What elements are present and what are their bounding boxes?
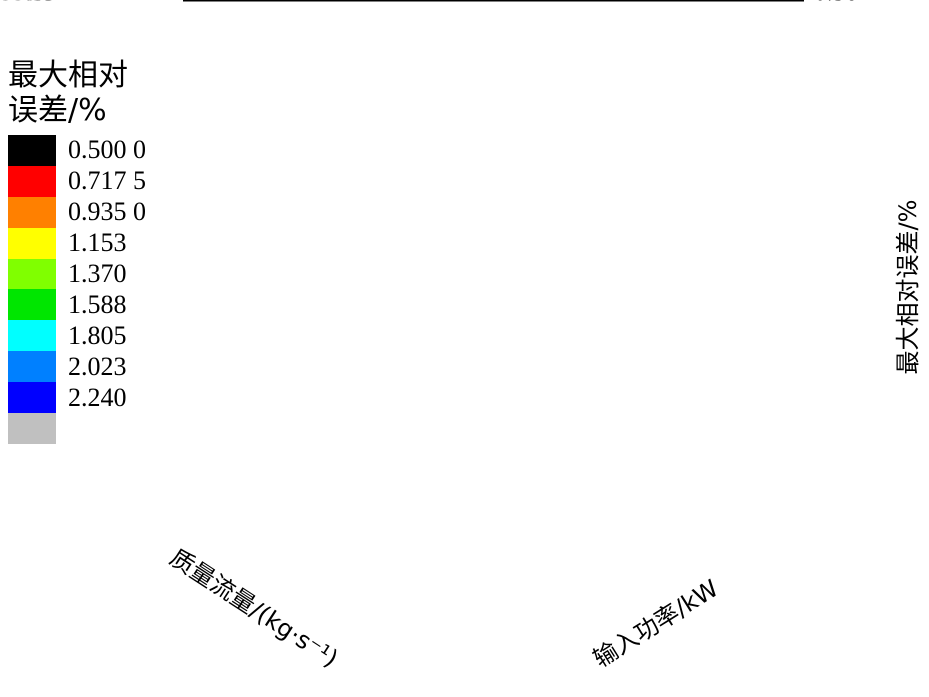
legend-item: 1.588 [8, 289, 158, 321]
legend-item: 1.370 [8, 258, 158, 290]
legend-swatch [8, 413, 56, 444]
legend-title: 最大相对 误差/% [8, 58, 148, 128]
legend-swatch [8, 289, 56, 321]
legend-label: 0.500 0 [68, 135, 146, 165]
legend-title-line2: 误差/% [8, 93, 107, 128]
legend-item: 0.717 5 [8, 165, 158, 197]
legend-item: 1.805 [8, 320, 158, 352]
y-tick-label: 73.39 [0, 0, 56, 6]
legend-swatch [8, 135, 56, 166]
legend-swatch [8, 351, 56, 383]
legend-swatch [8, 196, 56, 228]
y-tick-label: 37.68 [0, 0, 56, 6]
axis-label-z: 最大相对误差/% [894, 200, 922, 375]
legend-label: 0.717 5 [68, 166, 146, 196]
legend-item: 0.935 0 [8, 196, 158, 228]
x-tick-label: 0.24 [240, 0, 284, 6]
legend-title-line1: 最大相对 [8, 58, 128, 93]
legend-label: 1.370 [68, 259, 127, 288]
legend-swatch [8, 258, 56, 290]
z-tick-label: 1.84 [814, 0, 858, 6]
legend-item [8, 413, 158, 444]
legend-item: 0.500 0 [8, 135, 158, 166]
z-tick-label: 0.00 [814, 0, 858, 6]
z-tick-label: 0.46 [814, 0, 858, 6]
legend-swatch [8, 165, 56, 197]
legend-swatch [8, 320, 56, 352]
legend-item: 2.240 [8, 382, 158, 414]
legend: 0.500 0 0.717 5 0.935 0 1.153 1.370 1.588 1.80… [8, 135, 158, 444]
legend-label: 1.588 [68, 289, 127, 319]
legend-item: 1.153 [8, 227, 158, 259]
x-tick-label: 0.75 [396, 0, 440, 6]
legend-label: 1.805 [68, 320, 127, 350]
z-tick-label: 0.92 [814, 0, 858, 6]
y-tick-label: 118.91 [0, 0, 68, 6]
legend-swatch [8, 382, 56, 414]
legend-label: 2.240 [68, 382, 127, 412]
axis-label-y: 输入功率/kW [588, 574, 723, 673]
x-tick-label: 0.58 [318, 0, 362, 6]
legend-label: 2.023 [68, 351, 127, 381]
legend-swatch [8, 227, 56, 259]
z-tick-label: 1.38 [814, 0, 858, 6]
axis-label-x: 质量流量/(kg·s⁻¹) [165, 544, 343, 673]
legend-label: 0.935 0 [68, 197, 146, 227]
legend-label: 1.153 [68, 228, 127, 258]
legend-item: 2.023 [8, 351, 158, 383]
axes-group: 0.24 0.58 0.75 118.9173.3937.68 0.000.460.92… [0, 0, 858, 6]
z-tick-label: 2.30 [814, 0, 858, 6]
